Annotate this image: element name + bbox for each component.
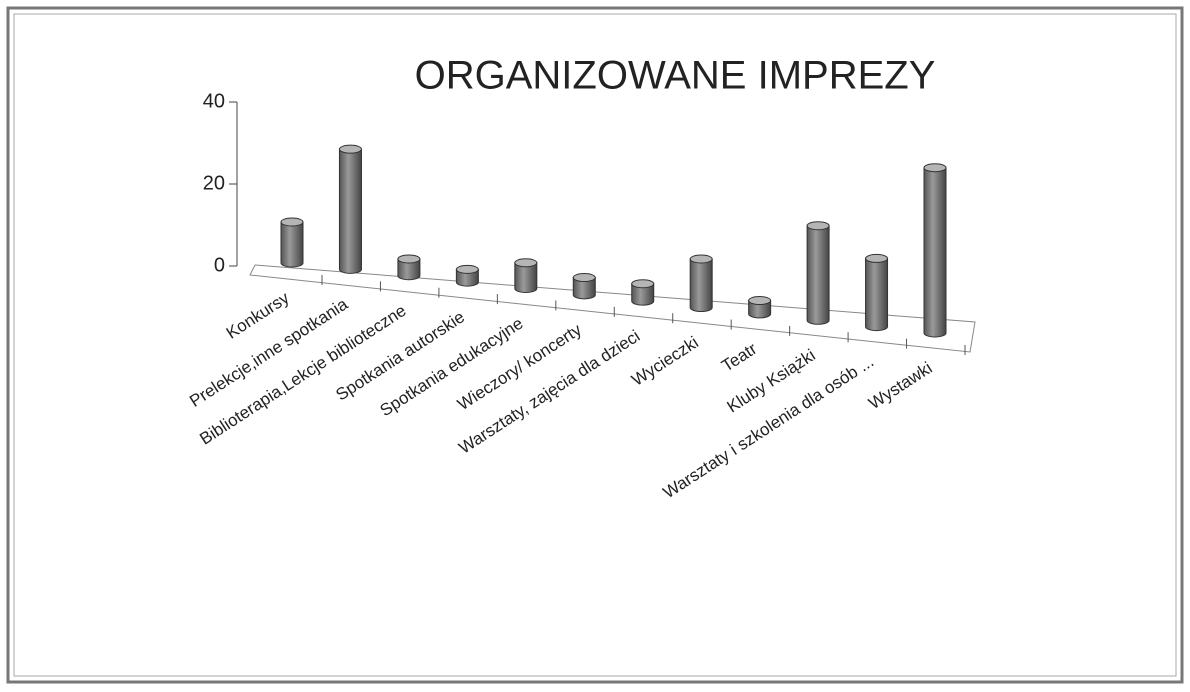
bar	[280, 221, 304, 268]
bar	[923, 167, 947, 338]
frame	[6, 6, 1184, 684]
bar	[572, 277, 596, 300]
bar-top	[455, 264, 479, 274]
bar	[748, 300, 772, 319]
bar-top	[923, 163, 947, 173]
bar	[631, 283, 655, 306]
bar	[455, 268, 479, 287]
bar-top	[397, 254, 421, 264]
y-tick-label: 20	[203, 172, 225, 194]
x-tick-label: Teatr	[718, 339, 760, 376]
bar-top	[338, 144, 362, 154]
bar	[865, 257, 889, 332]
y-tick-label: 0	[214, 254, 225, 276]
floor	[249, 264, 976, 353]
bar-top	[572, 273, 596, 283]
bar-top	[689, 254, 713, 264]
bar-top	[865, 253, 889, 263]
bar	[806, 225, 830, 325]
bar	[689, 258, 713, 313]
bar-top	[806, 221, 830, 231]
frame-inner	[13, 13, 1177, 677]
bar	[338, 148, 362, 274]
bar	[397, 258, 421, 281]
bar-top	[514, 258, 538, 268]
bar-top	[631, 279, 655, 289]
chart-title: ORGANIZOWANE IMPREZY	[415, 54, 936, 98]
bar-top	[280, 217, 304, 227]
bar-top	[748, 296, 772, 306]
y-tick-label: 40	[203, 90, 225, 112]
bar	[514, 262, 538, 293]
